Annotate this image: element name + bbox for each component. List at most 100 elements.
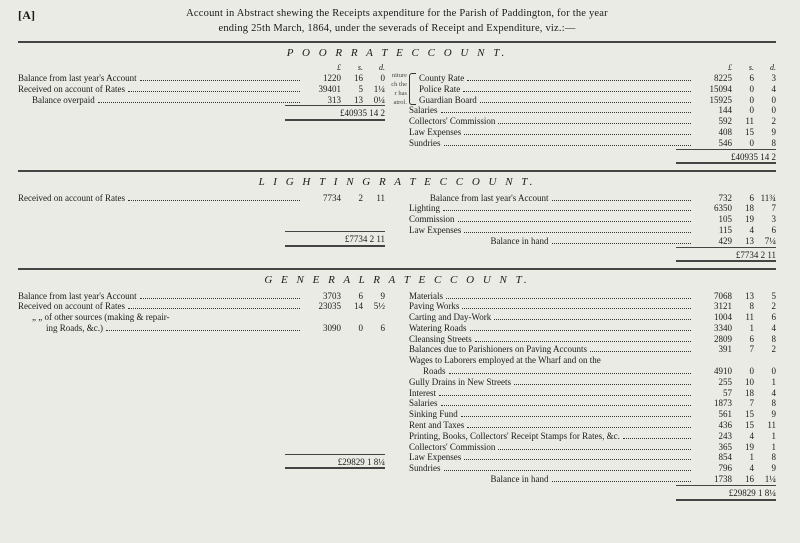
row-label: Balance in hand (409, 236, 549, 247)
ledger-row: Sundries 79649 (409, 463, 776, 474)
ledger-row: Watering Roads334014 (409, 323, 776, 334)
amount: 23035145½ (303, 301, 385, 312)
rule (285, 467, 385, 469)
ledger-row: Gully Drains in New Streets255101 (409, 377, 776, 388)
amount: 11546 (694, 225, 776, 236)
rule (285, 245, 385, 247)
row-label: Balance from last year's Account (18, 291, 137, 302)
ledger-row: Balance in hand1738161¼ (409, 474, 776, 485)
ledger-row: Received on account of Rates 23035145½ (18, 301, 385, 312)
amount: 7068135 (694, 291, 776, 302)
amount: 3940151¼ (303, 84, 385, 95)
rule (676, 149, 776, 150)
row-label: Carting and Day-Work (409, 312, 491, 323)
amount: 1509404 (694, 84, 776, 95)
amount: 24341 (694, 431, 776, 442)
amount: 1004116 (694, 312, 776, 323)
ledger-row: Guardian Board1592500 (419, 95, 776, 106)
amount: 1738161¼ (694, 474, 776, 485)
ledger-row: Balance overpaid313130¼ (18, 95, 385, 106)
row-label: Balances due to Parishioners on Paving A… (409, 344, 587, 355)
amount: 309006 (303, 323, 385, 334)
amount: 39172 (694, 344, 776, 355)
rule (285, 119, 385, 121)
ledger-row: Law Expenses 408159 (409, 127, 776, 138)
rule (285, 454, 385, 455)
amount: 561159 (694, 409, 776, 420)
row-label: ing Roads, &c.) (46, 323, 103, 334)
row-label: Printing, Books, Collectors' Receipt Sta… (409, 431, 620, 442)
section-title-general: G E N E R A L R A T E C C O U N T. (18, 274, 776, 287)
row-label: Balance from last year's Account (409, 193, 549, 204)
page-header-line2: ending 25th March, 1864, under the sever… (18, 23, 776, 36)
row-label: Received on account of Rates (18, 301, 125, 312)
row-label: Wages to Laborers employed at the Wharf … (409, 355, 601, 366)
ledger-row: „ „ of other sources (making & repair- (18, 312, 385, 323)
ledger-row: Balance from last year's Account 370369 (18, 291, 385, 302)
section3-columns: Balance from last year's Account370369Re… (18, 291, 776, 501)
rule (18, 41, 776, 43)
row-label: Police Rate (419, 84, 460, 95)
amount: 312182 (694, 301, 776, 312)
ledger-row: Printing, Books, Collectors' Receipt Sta… (409, 431, 776, 442)
amount: 255101 (694, 377, 776, 388)
ledger-row: Paving Works312182 (409, 301, 776, 312)
amount: 54608 (694, 138, 776, 149)
ledger-row: Commission 105193 (409, 214, 776, 225)
total: £29829 1 8¼ (338, 457, 385, 468)
amount: 1220160 (303, 73, 385, 84)
total: £29829 1 8¼ (729, 488, 776, 499)
amount: 365191 (694, 442, 776, 453)
amount: 592112 (694, 116, 776, 127)
ledger-row: Sinking Fund561159 (409, 409, 776, 420)
row-label: Interest (409, 388, 436, 399)
amount: 57184 (694, 388, 776, 399)
row-label: Received on account of Rates (18, 84, 125, 95)
rule (676, 162, 776, 164)
amount: 429137¼ (694, 236, 776, 247)
ledger-row: Law Expenses85418 (409, 452, 776, 463)
total: £40935 14 2 (340, 108, 385, 119)
rule (18, 170, 776, 172)
page-header-line1: [A] Account in Abstract shewing the Rece… (18, 8, 776, 21)
row-label: Rent and Taxes (409, 420, 464, 431)
ledger-row: Lighting 6350187 (409, 203, 776, 214)
ledger-row: Carting and Day-Work 1004116 (409, 312, 776, 323)
row-label: Commission (409, 214, 455, 225)
ledger-row: Received on account of Rates7734211 (18, 193, 385, 204)
row-label: Law Expenses (409, 127, 461, 138)
ledger-row: County Rate 822563 (419, 73, 776, 84)
ledger-row: Salaries14400 (409, 105, 776, 116)
rule (18, 268, 776, 270)
ledger-row: Salaries187378 (409, 398, 776, 409)
ledger-row: Sundries 54608 (409, 138, 776, 149)
rule (676, 247, 776, 248)
row-label: Salaries (409, 398, 438, 409)
ledger-row: ing Roads, &c.) 309006 (18, 323, 385, 334)
amount: 6350187 (694, 203, 776, 214)
row-label: County Rate (419, 73, 464, 84)
row-label: Collectors' Commission (409, 116, 495, 127)
amount: 14400 (694, 105, 776, 116)
ledger-row: Balance from last year's Account732611¾ (409, 193, 776, 204)
rule (285, 231, 385, 232)
amount: 408159 (694, 127, 776, 138)
row-label: Watering Roads (409, 323, 467, 334)
amount: 79649 (694, 463, 776, 474)
page-letter: [A] (18, 8, 35, 22)
row-label: Sundries (409, 138, 441, 149)
row-label: Sundries (409, 463, 441, 474)
ledger-row: Balances due to Parishioners on Paving A… (409, 344, 776, 355)
ledger-row: Materials7068135 (409, 291, 776, 302)
row-label: Law Expenses (409, 225, 461, 236)
row-label: Lighting (409, 203, 440, 214)
ledger-row: Rent and Taxes4361511 (409, 420, 776, 431)
ledger-row: Balance from last year's Account1220160 (18, 73, 385, 84)
amount: 822563 (694, 73, 776, 84)
amount: 370369 (303, 291, 385, 302)
brace-icon (409, 73, 416, 105)
ledger-row: Police Rate 1509404 (419, 84, 776, 95)
row-label: Collectors' Commission (409, 442, 495, 453)
amount: 105193 (694, 214, 776, 225)
amount: 280968 (694, 334, 776, 345)
